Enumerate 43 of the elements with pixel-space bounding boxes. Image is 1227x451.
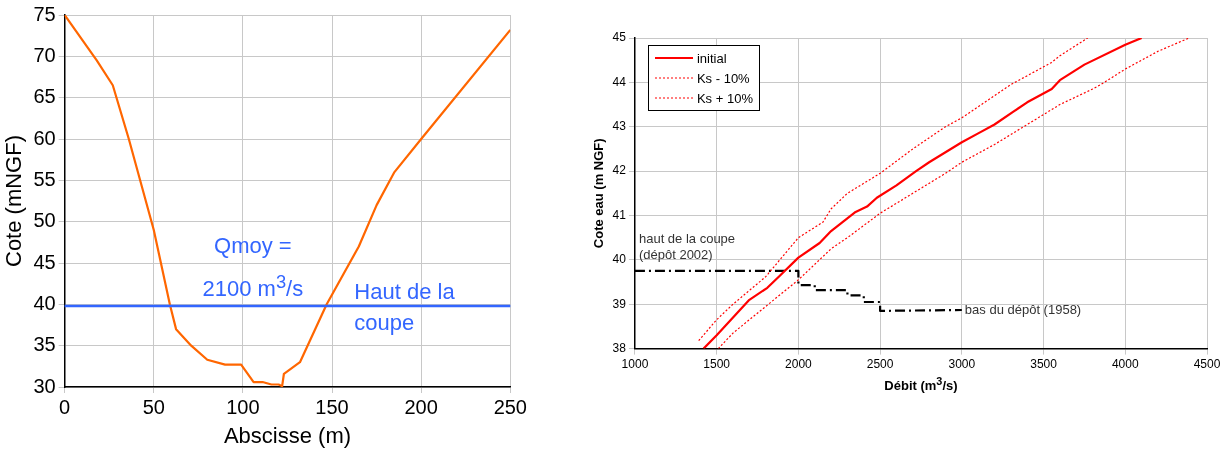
y-tick-label: 40 bbox=[612, 252, 627, 267]
y-tick-label: 50 bbox=[33, 209, 56, 232]
y-tick-label: 75 bbox=[33, 2, 56, 25]
x-axis-title: Abscisse (m) bbox=[222, 423, 353, 449]
legend-label: Ks - 10% bbox=[696, 70, 750, 86]
x-tick-label: 250 bbox=[493, 395, 527, 418]
y-tick-label: 60 bbox=[33, 126, 56, 149]
x-tick-label: 200 bbox=[404, 395, 438, 418]
y-tick-label: 42 bbox=[612, 163, 627, 178]
x-tick-label: 1000 bbox=[621, 357, 649, 372]
x-tick-label: 100 bbox=[226, 395, 260, 418]
y-tick-label: 55 bbox=[33, 167, 56, 190]
x-tick-label: 3000 bbox=[948, 357, 976, 372]
x-tick-label: 2000 bbox=[785, 357, 813, 372]
x-tick-label: 1500 bbox=[703, 357, 731, 372]
x-tick-label: 50 bbox=[142, 395, 165, 418]
y-tick-label: 45 bbox=[612, 30, 627, 45]
y-tick-label: 43 bbox=[612, 119, 627, 134]
y-tick-label: 30 bbox=[33, 374, 56, 397]
y-tick-label: 38 bbox=[612, 340, 627, 355]
y-tick-label: 45 bbox=[33, 250, 56, 273]
x-axis-title: Débit (m$^{3}$/s) bbox=[883, 375, 959, 394]
legend-label: initial bbox=[696, 50, 727, 66]
y-axis-title: Cote (mNGF) bbox=[1, 135, 27, 267]
y-tick-label: 70 bbox=[33, 43, 56, 66]
x-tick-label: 4500 bbox=[1193, 357, 1221, 372]
annotation: haut de la coupe (dépôt 2002) bbox=[638, 230, 737, 263]
annotation: Qmoy = 2100 m$^{3}$/s bbox=[201, 232, 305, 304]
y-tick-label: 44 bbox=[612, 74, 627, 89]
legend-label: Ks + 10% bbox=[696, 90, 753, 106]
y-axis-title: Cote eau (m NGF) bbox=[591, 138, 607, 249]
annotation: bas du dépôt (1958) bbox=[964, 301, 1082, 317]
ref-line-label: Haut de la coupe bbox=[354, 278, 456, 337]
x-tick-label: 3500 bbox=[1030, 357, 1058, 372]
y-tick-label: 40 bbox=[33, 291, 56, 314]
y-tick-label: 41 bbox=[612, 207, 627, 222]
x-tick-label: 0 bbox=[59, 395, 71, 418]
y-tick-label: 35 bbox=[33, 333, 56, 356]
y-tick-label: 39 bbox=[612, 296, 627, 311]
x-tick-label: 2500 bbox=[866, 357, 894, 372]
x-tick-label: 150 bbox=[315, 395, 349, 418]
y-tick-label: 65 bbox=[33, 85, 56, 108]
x-tick-label: 4000 bbox=[1111, 357, 1139, 372]
